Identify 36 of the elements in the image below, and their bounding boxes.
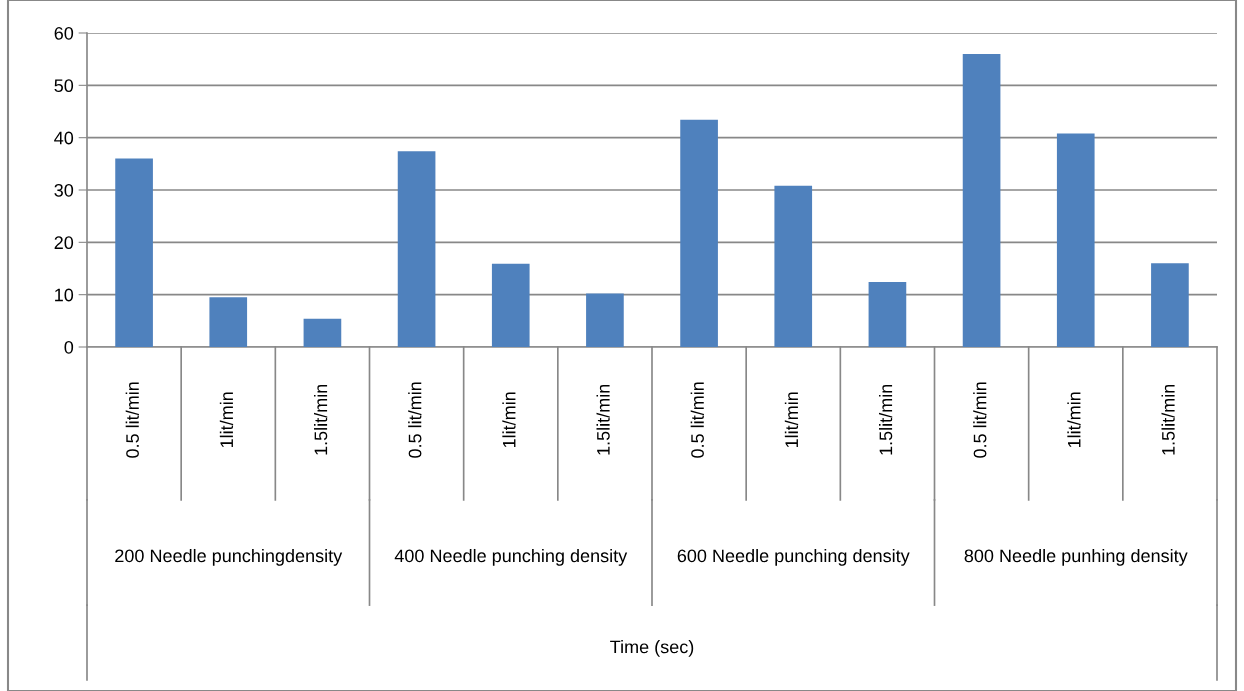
bar bbox=[1056, 133, 1095, 347]
bar bbox=[680, 119, 718, 347]
text: 800 Needle punhing density bbox=[964, 548, 1188, 566]
bar bbox=[586, 293, 624, 347]
y-tick-label: 10 bbox=[55, 288, 74, 302]
bar bbox=[397, 151, 436, 347]
y-tick-label: 30 bbox=[54, 183, 74, 197]
x-tick-label: 1lit/min bbox=[502, 392, 516, 448]
bar bbox=[303, 318, 342, 347]
x-tick-label: 0.5 lit/min bbox=[973, 382, 987, 458]
x-tick-label: 1.5lit/min bbox=[314, 384, 328, 455]
bar bbox=[209, 297, 248, 347]
bar bbox=[115, 158, 153, 347]
x-tick-label: 1.5lit/min bbox=[1161, 384, 1175, 455]
x-tick-label: 1.5lit/min bbox=[879, 384, 893, 455]
x-tick-label: 1.5lit/min bbox=[596, 384, 610, 455]
x-tick-label: 1lit/min bbox=[1067, 392, 1081, 448]
bar bbox=[491, 263, 530, 347]
bar bbox=[868, 282, 907, 347]
bar bbox=[1151, 263, 1189, 347]
x-tick-label: 0.5 lit/min bbox=[408, 382, 422, 458]
y-tick-label: 40 bbox=[54, 131, 74, 145]
text: Time (sec) bbox=[610, 640, 694, 657]
text: 400 Needle punching density bbox=[394, 548, 628, 566]
bar bbox=[774, 185, 813, 347]
y-tick-label: 20 bbox=[54, 236, 74, 250]
y-tick-label: 60 bbox=[54, 26, 74, 40]
x-tick-label: 0.5 lit/min bbox=[125, 382, 139, 458]
text: 600 Needle punching density bbox=[677, 548, 910, 566]
y-tick-label: 50 bbox=[54, 79, 74, 93]
text: 200 Needle punchingdensity bbox=[115, 548, 343, 566]
x-tick-label: 0.5 lit/min bbox=[690, 382, 704, 458]
y-tick-label: 0 bbox=[64, 340, 74, 354]
x-tick-label: 1lit/min bbox=[784, 392, 799, 448]
bar bbox=[962, 53, 1001, 347]
x-tick-label: 1lit/min bbox=[219, 392, 234, 448]
